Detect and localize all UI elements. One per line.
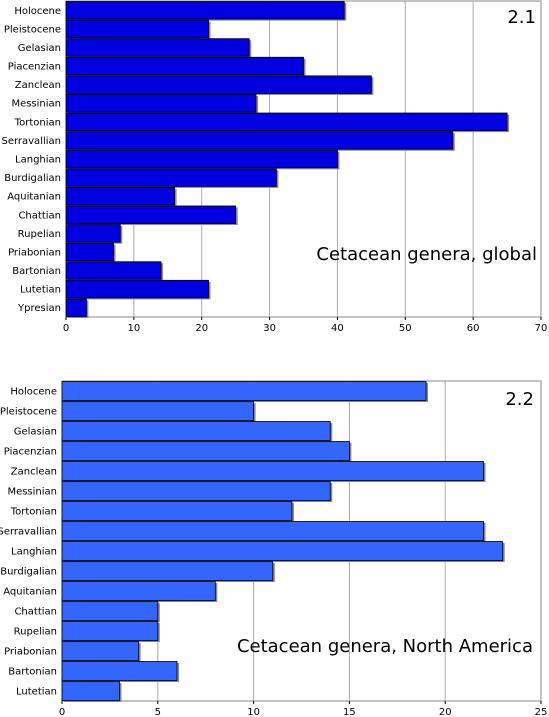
bar-pleistocene [65,19,209,39]
category-label: Holocene [10,387,57,398]
bar-holocene [65,1,345,20]
category-label: Burdigalian [4,173,61,184]
category-label: Holocene [14,6,61,17]
category-label: Ypresian [17,303,61,314]
category-label: Pleistocene [4,24,61,35]
bar-tortonian [61,501,293,521]
bar-aquitanian [61,581,216,601]
x-tick-label: 10 [127,323,140,334]
bar-priabonian [61,641,140,661]
category-label: Tortonian [14,117,61,128]
category-label: Priabonian [4,647,57,658]
chart-panel-1: Holocene Pleistocene Gelasian Piacenzian Zan… [1,0,548,334]
bar-messinian [65,94,257,113]
category-label: Tortonian [10,507,57,518]
bar-bartonian [65,261,162,280]
category-label: Rupelian [18,229,61,240]
category-label: Bartonian [12,266,61,277]
bar-burdigalian [61,561,274,581]
bar-burdigalian [65,168,277,187]
bar-langhian [61,541,504,561]
x-tick-label: 0 [63,323,69,334]
category-label: Chattian [14,607,57,618]
bar-tortonian [65,112,508,132]
x-tick-label: 70 [535,323,548,334]
bar-lutetian [65,279,209,299]
bar-gelasian [65,38,250,57]
category-label: Serravallian [0,527,57,538]
bar-gelasian [61,421,331,441]
category-label: Gelasian [18,43,61,54]
x-tick-label: 10 [247,707,260,717]
bar-chattian [65,205,237,224]
bar-chattian [61,601,159,621]
panel-label: 2.1 [507,7,536,28]
category-label: Aquitanian [3,587,57,598]
x-tick-label: 40 [331,323,344,334]
category-label: Pleistocene [0,407,57,418]
bar-bartonian [61,661,178,681]
category-label: Langhian [15,155,61,166]
bar-messinian [61,481,331,501]
category-label: Chattian [18,210,61,221]
panel-label: 2.2 [505,389,534,410]
category-label: Priabonian [8,247,61,258]
chart-title: Cetacean genera, global [316,244,537,265]
bar-rupelian [61,621,159,641]
bar-rupelian [65,224,121,243]
chart-panel-2: Holocene Pleistocene Gelasian Piacenzian Zan… [0,380,548,717]
x-tick-label: 25 [535,707,548,717]
x-tick-label: 50 [399,323,412,334]
bar-priabonian [65,242,114,262]
category-label: Aquitanian [7,192,61,203]
bar-serravallian [65,131,454,150]
bar-lutetian [61,681,120,701]
category-label: Piacenzian [8,62,61,73]
category-label: Serravallian [1,136,61,147]
bar-holocene [61,381,427,401]
bar-zanclean [65,75,372,94]
category-label: Zanclean [11,467,57,478]
category-label: Messinian [11,99,61,110]
bar-piacenzian [61,441,350,461]
category-label: Lutetian [16,687,57,698]
bar-aquitanian [65,186,175,206]
x-tick-label: 20 [439,707,452,717]
category-label: Piacenzian [4,447,57,458]
x-tick-label: 5 [155,707,161,717]
chart-title: Cetacean genera, North America [237,636,533,657]
category-label: Rupelian [14,627,57,638]
bar-pleistocene [61,401,255,421]
x-tick-label: 60 [467,323,480,334]
x-tick-label: 15 [343,707,356,717]
category-label: Gelasian [14,427,57,438]
category-label: Bartonian [8,667,57,678]
bar-piacenzian [65,56,304,76]
bar-zanclean [61,461,484,481]
category-label: Zanclean [15,80,61,91]
x-tick-label: 30 [263,323,276,334]
category-label: Lutetian [20,285,61,296]
category-label: Burdigalian [0,567,57,578]
x-tick-label: 0 [59,707,65,717]
bar-serravallian [61,521,484,541]
bar-ypresian [65,298,87,317]
category-label: Messinian [7,487,57,498]
x-tick-label: 20 [195,323,208,334]
bar-langhian [65,149,338,169]
category-label: Langhian [11,547,57,558]
